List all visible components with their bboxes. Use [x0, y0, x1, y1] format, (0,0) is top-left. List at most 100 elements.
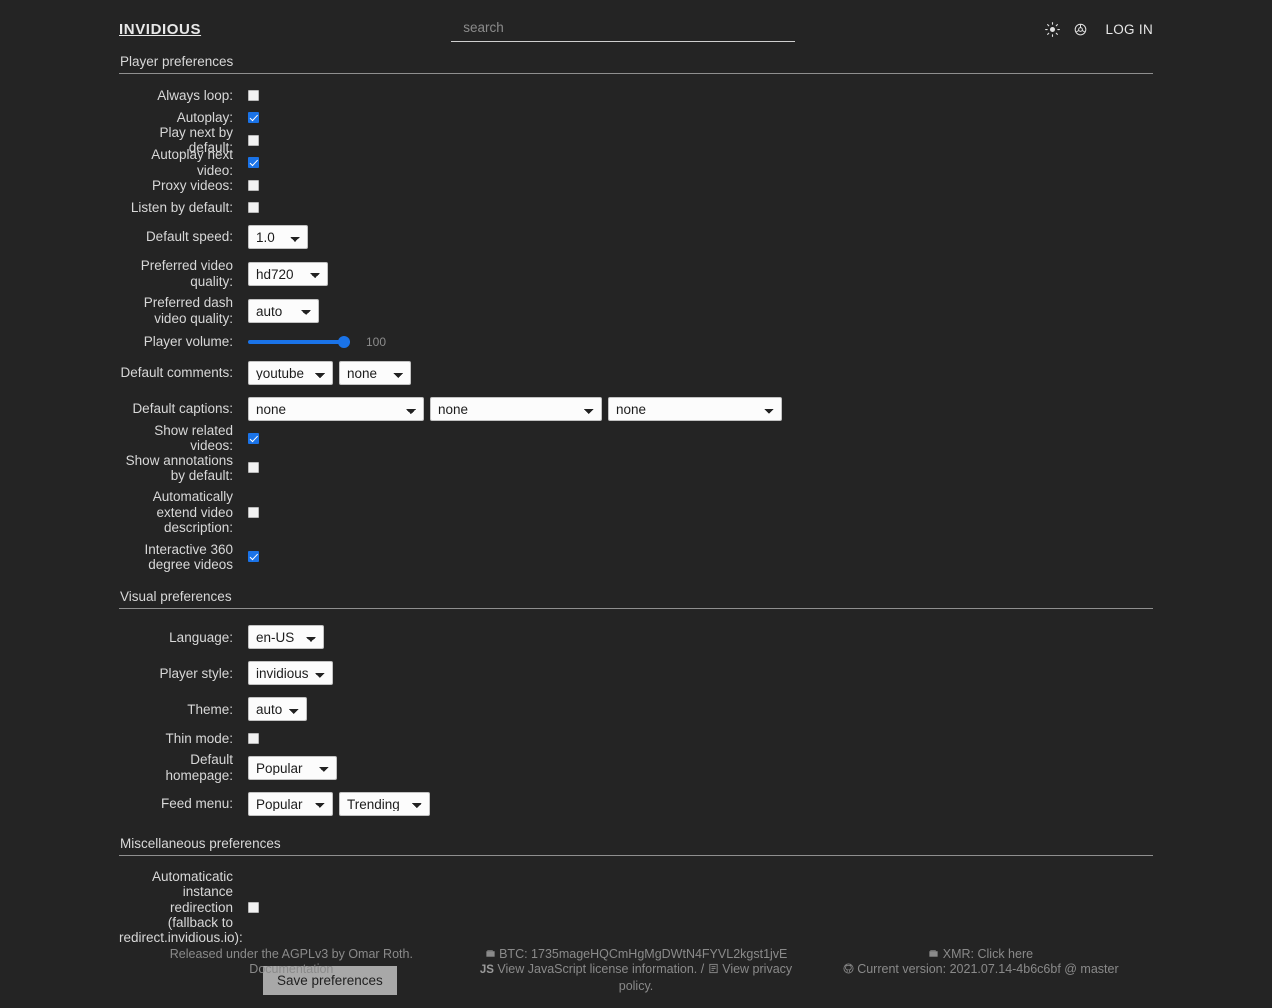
xmr-link[interactable]: XMR: Click here: [942, 946, 1034, 961]
row-language: Language: en-US: [119, 619, 1153, 655]
row-player-style: Player style: invidious: [119, 655, 1153, 691]
row-always-loop: Always loop:: [119, 84, 1153, 107]
save-preferences-button[interactable]: Save preferences: [263, 965, 397, 995]
row-player-volume: Player volume: 100: [119, 329, 1153, 355]
select-default-speed[interactable]: 1.0: [248, 225, 308, 249]
select-captions-1[interactable]: none: [248, 397, 424, 421]
section-title-visual: Visual preferences: [119, 589, 1153, 610]
select-feed-menu-2[interactable]: Trending: [339, 791, 430, 816]
select-default-homepage[interactable]: Popular: [248, 755, 337, 780]
preferences-form: Player preferences Always loop: Autoplay…: [0, 54, 1272, 995]
label-thin-mode: Thin mode:: [165, 730, 233, 746]
section-title-misc: Miscellaneous preferences: [119, 836, 1153, 856]
checkbox-listen-default[interactable]: [248, 202, 259, 214]
select-captions-3[interactable]: none: [608, 397, 782, 421]
label-annotations: Show annotations by default:: [125, 452, 233, 483]
label-player-style: Player style:: [159, 665, 233, 681]
row-listen-default: Listen by default:: [119, 197, 1153, 220]
sun-icon[interactable]: [1045, 21, 1061, 37]
row-theme: Theme: auto: [119, 691, 1153, 727]
select-comments-secondary[interactable]: none: [339, 361, 411, 385]
label-interactive-360: Interactive 360 degree videos: [144, 541, 233, 572]
row-thin-mode: Thin mode:: [119, 727, 1153, 750]
footer-license-text: Released under the AGPLv3 by Omar Roth.: [169, 946, 413, 961]
row-annotations: Show annotations by default:: [119, 450, 1153, 487]
label-always-loop: Always loop:: [157, 87, 233, 103]
label-auto-redirect: Automaticatic instance redirection (fall…: [119, 868, 243, 946]
brand-logo[interactable]: INVIDIOUS: [119, 20, 202, 38]
gear-icon[interactable]: [1073, 22, 1088, 37]
row-autoplay-next: Autoplay next video:: [119, 147, 1153, 178]
label-video-quality: Preferred video quality:: [140, 258, 233, 289]
row-feed-menu: Feed menu: Popular Trending: [119, 786, 1153, 822]
label-proxy-videos: Proxy videos:: [151, 177, 233, 193]
select-video-quality[interactable]: hd720: [248, 261, 328, 286]
select-dash-quality[interactable]: auto: [248, 298, 319, 323]
checkbox-proxy-videos[interactable]: [248, 179, 259, 191]
row-video-quality: Preferred video quality: hd720: [119, 255, 1153, 292]
checkbox-play-next[interactable]: [248, 134, 259, 146]
checkbox-related-videos[interactable]: [248, 432, 259, 444]
label-default-comments: Default comments:: [120, 365, 233, 381]
label-dash-quality: Preferred dash video quality:: [143, 295, 233, 326]
checkbox-interactive-360[interactable]: [248, 551, 259, 563]
footer-right: XMR: Click here Current version: 2021.07…: [808, 947, 1153, 995]
save-row: Save preferences: [119, 965, 1153, 995]
select-comments-primary[interactable]: youtube: [248, 361, 333, 385]
row-default-speed: Default speed: 1.0: [119, 219, 1153, 255]
checkbox-autoplay[interactable]: [248, 112, 259, 124]
wallet-icon: [928, 948, 939, 959]
label-related-videos: Show related videos:: [154, 422, 233, 454]
github-icon: [843, 963, 854, 974]
footer-left: Released under the AGPLv3 by Omar Roth. …: [119, 947, 464, 995]
select-theme[interactable]: auto: [248, 697, 307, 722]
footer: Released under the AGPLv3 by Omar Roth. …: [0, 947, 1272, 995]
select-feed-menu-1[interactable]: Popular: [248, 791, 333, 816]
select-player-style[interactable]: invidious: [248, 661, 333, 686]
search-container: [201, 16, 1045, 42]
player-volume-value: 100: [366, 335, 387, 349]
label-default-homepage: Default homepage:: [165, 752, 233, 783]
checkbox-always-loop[interactable]: [248, 89, 259, 101]
footer-separator: /: [700, 962, 705, 976]
checkbox-auto-redirect[interactable]: [248, 901, 259, 913]
label-theme: Theme:: [187, 701, 233, 717]
row-default-comments: Default comments: youtube none: [119, 355, 1153, 391]
wallet-icon: [485, 948, 496, 959]
checkbox-extend-description[interactable]: [248, 506, 259, 518]
btc-link[interactable]: BTC: 1735mageHQCmHgMgDWtN4FYVL2kgst1jvE: [499, 946, 788, 961]
label-language: Language:: [169, 629, 233, 645]
row-dash-quality: Preferred dash video quality: auto: [119, 292, 1153, 329]
row-default-captions: Default captions: none none none: [119, 391, 1153, 427]
checkbox-annotations[interactable]: [248, 462, 259, 474]
documentation-link[interactable]: Documentation: [249, 962, 334, 976]
js-badge: JS: [479, 964, 494, 976]
select-language[interactable]: en-US: [248, 625, 324, 650]
label-autoplay: Autoplay:: [176, 110, 233, 126]
select-captions-2[interactable]: none: [430, 397, 602, 421]
label-extend-description: Automatically extend video description:: [152, 489, 233, 536]
label-default-captions: Default captions:: [132, 401, 233, 417]
row-extend-description: Automatically extend video description:: [119, 486, 1153, 538]
navbar-actions: LOG IN: [1045, 22, 1153, 37]
row-default-homepage: Default homepage: Popular: [119, 750, 1153, 786]
label-player-volume: Player volume:: [143, 334, 233, 350]
row-proxy-videos: Proxy videos:: [119, 174, 1153, 197]
document-icon: [708, 963, 719, 974]
navbar: INVIDIOUS: [0, 0, 1272, 54]
search-input[interactable]: [451, 16, 796, 42]
footer-center: BTC: 1735mageHQCmHgMgDWtN4FYVL2kgst1jvE …: [464, 947, 809, 995]
login-link[interactable]: LOG IN: [1105, 21, 1153, 37]
label-feed-menu: Feed menu:: [160, 796, 233, 812]
version-link[interactable]: Current version: 2021.07.14-4b6c6bf @ ma…: [857, 962, 1119, 976]
checkbox-thin-mode[interactable]: [248, 733, 259, 745]
js-license-link[interactable]: View JavaScript license information.: [497, 962, 698, 976]
label-default-speed: Default speed:: [145, 229, 233, 245]
row-auto-redirect: Automaticatic instance redirection (fall…: [119, 866, 1153, 949]
checkbox-autoplay-next[interactable]: [248, 157, 259, 169]
slider-player-volume[interactable]: [248, 335, 350, 349]
privacy-policy-link[interactable]: View privacy policy.: [618, 962, 793, 993]
section-title-player: Player preferences: [119, 54, 1153, 74]
label-autoplay-next: Autoplay next video:: [151, 147, 233, 178]
